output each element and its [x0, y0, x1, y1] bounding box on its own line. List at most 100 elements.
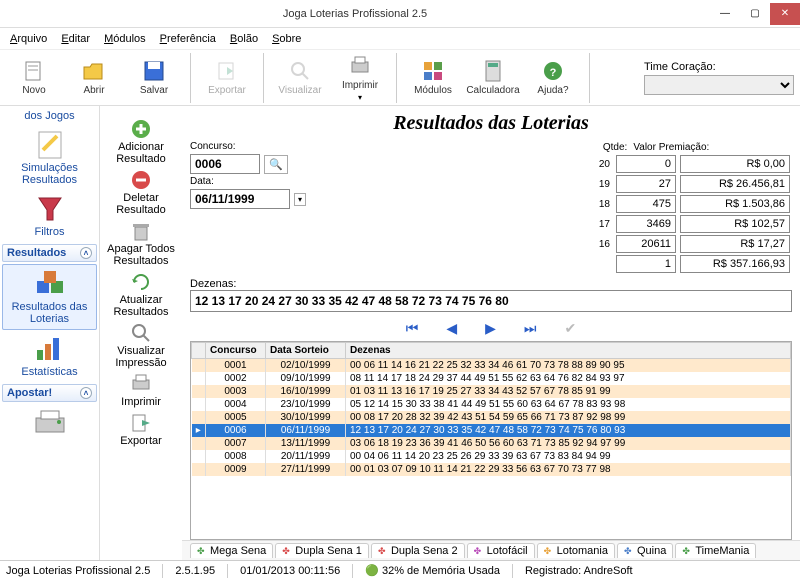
- col-dezenas[interactable]: Dezenas: [346, 343, 791, 359]
- salvar-button[interactable]: Salvar: [126, 53, 182, 103]
- prize-qty[interactable]: [616, 175, 676, 193]
- trash-icon: [130, 220, 152, 242]
- prize-qty[interactable]: [616, 235, 676, 253]
- prize-qty[interactable]: [616, 195, 676, 213]
- menu-modulos[interactable]: Módulos: [98, 31, 152, 47]
- sidebar-resultados-loterias[interactable]: Resultados das Loterias: [2, 264, 97, 330]
- clear-results-button[interactable]: Apagar Todos Resultados: [100, 220, 182, 267]
- status-memory: 🟢 32% de Memória Usada: [365, 564, 500, 577]
- ajuda-button[interactable]: ?Ajuda?: [525, 53, 581, 103]
- sidebar-apostar-header[interactable]: Apostar!˄: [2, 384, 97, 402]
- nav-prev-button[interactable]: ◀: [446, 320, 457, 337]
- prize-qty[interactable]: [616, 155, 676, 173]
- clover-icon: ✤: [624, 546, 634, 556]
- prize-value[interactable]: [680, 235, 790, 253]
- results-grid[interactable]: Concurso Data Sorteio Dezenas 000102/10/…: [190, 341, 792, 540]
- prize-value[interactable]: [680, 155, 790, 173]
- prize-value[interactable]: [680, 175, 790, 193]
- chevron-up-icon: ˄: [80, 247, 92, 259]
- delete-result-button[interactable]: Deletar Resultado: [100, 169, 182, 216]
- table-row[interactable]: 000927/11/199900 01 03 07 09 10 11 14 21…: [192, 463, 791, 476]
- menu-preferencia[interactable]: Preferência: [154, 31, 222, 47]
- export-button[interactable]: Exportar: [120, 412, 162, 447]
- menu-editar[interactable]: Editar: [55, 31, 96, 47]
- printer-icon: [33, 408, 67, 438]
- sidebar-resultados-header[interactable]: Resultados˄: [2, 244, 97, 262]
- nav-last-button[interactable]: ⏭: [524, 320, 537, 337]
- dezenas-input[interactable]: [190, 290, 792, 312]
- print-button[interactable]: Imprimir: [121, 373, 161, 408]
- concurso-label: Concurso:: [190, 141, 306, 152]
- prize-value[interactable]: [680, 255, 790, 273]
- add-result-button[interactable]: Adicionar Resultado: [100, 118, 182, 165]
- modulos-button[interactable]: Módulos: [405, 53, 461, 103]
- print-icon: [348, 54, 372, 78]
- export-icon: [130, 412, 152, 434]
- visualizar-button[interactable]: Visualizar: [272, 53, 328, 103]
- prize-value[interactable]: [680, 215, 790, 233]
- prize-tier: 18: [597, 194, 614, 214]
- open-icon: [82, 59, 106, 83]
- tab-lotomania[interactable]: ✤Lotomania: [537, 543, 615, 558]
- calculadora-button[interactable]: Calculadora: [465, 53, 521, 103]
- refresh-results-button[interactable]: Atualizar Resultados: [100, 271, 182, 318]
- table-row[interactable]: 000530/10/199900 08 17 20 28 32 39 42 43…: [192, 411, 791, 424]
- clover-icon: ✤: [197, 546, 207, 556]
- preview-print-button[interactable]: Visualizar Impressão: [100, 322, 182, 369]
- prizes-table: Qtde:Valor Premiação:: [597, 141, 713, 154]
- table-row[interactable]: 000820/11/199900 04 06 11 14 20 23 25 26…: [192, 450, 791, 463]
- minus-icon: [130, 169, 152, 191]
- filter-icon: [33, 194, 67, 224]
- search-concurso-button[interactable]: 🔍: [264, 155, 288, 174]
- prize-qty[interactable]: [616, 255, 676, 273]
- col-data[interactable]: Data Sorteio: [266, 343, 346, 359]
- novo-button[interactable]: Novo: [6, 53, 62, 103]
- table-row[interactable]: 000102/10/199900 06 11 14 16 21 22 25 32…: [192, 359, 791, 373]
- table-row[interactable]: 000713/11/199903 06 18 19 23 36 39 41 46…: [192, 437, 791, 450]
- sidebar-estatisticas[interactable]: Estatísticas: [0, 330, 99, 382]
- imprimir-button[interactable]: Imprimir▾: [332, 53, 388, 103]
- close-button[interactable]: ✕: [770, 3, 800, 25]
- minimize-button[interactable]: —: [710, 3, 740, 25]
- tab-mega-sena[interactable]: ✤Mega Sena: [190, 543, 273, 558]
- col-concurso[interactable]: Concurso: [206, 343, 266, 359]
- prize-tier: 16: [597, 234, 614, 254]
- time-coracao-select[interactable]: [644, 75, 794, 95]
- tab-timemania[interactable]: ✤TimeMania: [675, 543, 756, 558]
- table-row[interactable]: 000209/10/199908 11 14 17 18 24 29 37 44…: [192, 372, 791, 385]
- menu-arquivo[interactable]: Arquivo: [4, 31, 53, 47]
- actions-column: Adicionar Resultado Deletar Resultado Ap…: [100, 106, 182, 560]
- new-icon: [22, 59, 46, 83]
- stats-icon: [33, 334, 67, 364]
- sidebar: dos Jogos Simulações Resultados Filtros …: [0, 106, 100, 560]
- statusbar: Joga Loterias Profissional 2.5 2.5.1.95 …: [0, 560, 800, 580]
- table-row[interactable]: ▸000606/11/199912 13 17 20 24 27 30 33 3…: [192, 424, 791, 437]
- sidebar-simulacoes[interactable]: Simulações Resultados: [0, 126, 99, 190]
- sidebar-filtros[interactable]: Filtros: [0, 190, 99, 242]
- print-icon: [130, 373, 152, 395]
- sidebar-apostar-printer[interactable]: [0, 404, 99, 442]
- exportar-button[interactable]: Exportar: [199, 53, 255, 103]
- data-input[interactable]: [190, 189, 290, 209]
- tab-dupla-sena-2[interactable]: ✤Dupla Sena 2: [371, 543, 465, 558]
- sidebar-dosjogos[interactable]: dos Jogos: [0, 106, 99, 126]
- table-row[interactable]: 000423/10/199905 12 14 15 30 33 38 41 44…: [192, 398, 791, 411]
- tab-quina[interactable]: ✤Quina: [617, 543, 673, 558]
- prize-qty[interactable]: [616, 215, 676, 233]
- preview-icon: [288, 59, 312, 83]
- nav-first-button[interactable]: ⏮: [406, 320, 419, 337]
- concurso-input[interactable]: [190, 154, 260, 174]
- date-picker-button[interactable]: ▾: [294, 193, 306, 206]
- calculator-icon: [481, 59, 505, 83]
- prize-value[interactable]: [680, 195, 790, 213]
- nav-confirm-button[interactable]: ✔: [565, 320, 577, 337]
- nav-next-button[interactable]: ▶: [485, 320, 496, 337]
- abrir-button[interactable]: Abrir: [66, 53, 122, 103]
- menu-bolao[interactable]: Bolão: [224, 31, 264, 47]
- menu-sobre[interactable]: Sobre: [266, 31, 307, 47]
- maximize-button[interactable]: ▢: [740, 3, 770, 25]
- clover-icon: ✤: [474, 546, 484, 556]
- table-row[interactable]: 000316/10/199901 03 11 13 16 17 19 25 27…: [192, 385, 791, 398]
- tab-lotofácil[interactable]: ✤Lotofácil: [467, 543, 535, 558]
- tab-dupla-sena-1[interactable]: ✤Dupla Sena 1: [275, 543, 369, 558]
